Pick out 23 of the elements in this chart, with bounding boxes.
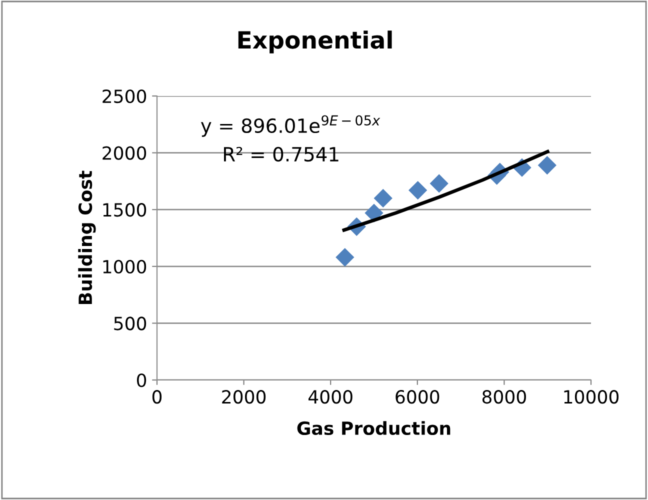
- point: [430, 174, 448, 193]
- chart-title: Exponential: [238, 30, 392, 54]
- point: [374, 188, 392, 208]
- y-tick-label: 1000: [103, 260, 146, 274]
- y-tick-label: 2500: [102, 89, 146, 104]
- x-tick-label: 4000: [308, 390, 352, 404]
- x-tick-label: 2000: [222, 390, 266, 404]
- x-tick-label: 0: [152, 390, 162, 404]
- y-tick-label: 500: [114, 316, 146, 330]
- x-tick-label: 10000: [564, 390, 619, 404]
- annotation: R² = 0.7541: [224, 146, 338, 162]
- x-axis-title: Gas Production: [297, 421, 450, 436]
- point: [538, 156, 556, 175]
- y-tick-label: 0: [136, 373, 146, 388]
- y-tick-label: 2000: [102, 146, 146, 160]
- line-series: [342, 150, 550, 232]
- y-axis-title: Building Cost: [78, 170, 96, 304]
- x-tick-label: 6000: [396, 390, 440, 404]
- point: [336, 248, 354, 267]
- y-tick-label: 1500: [103, 203, 146, 217]
- annotation: y = 896.01e$^{9E−05x}$: [200, 115, 380, 137]
- x-tick-label: 8000: [482, 390, 526, 404]
- point: [408, 180, 428, 200]
